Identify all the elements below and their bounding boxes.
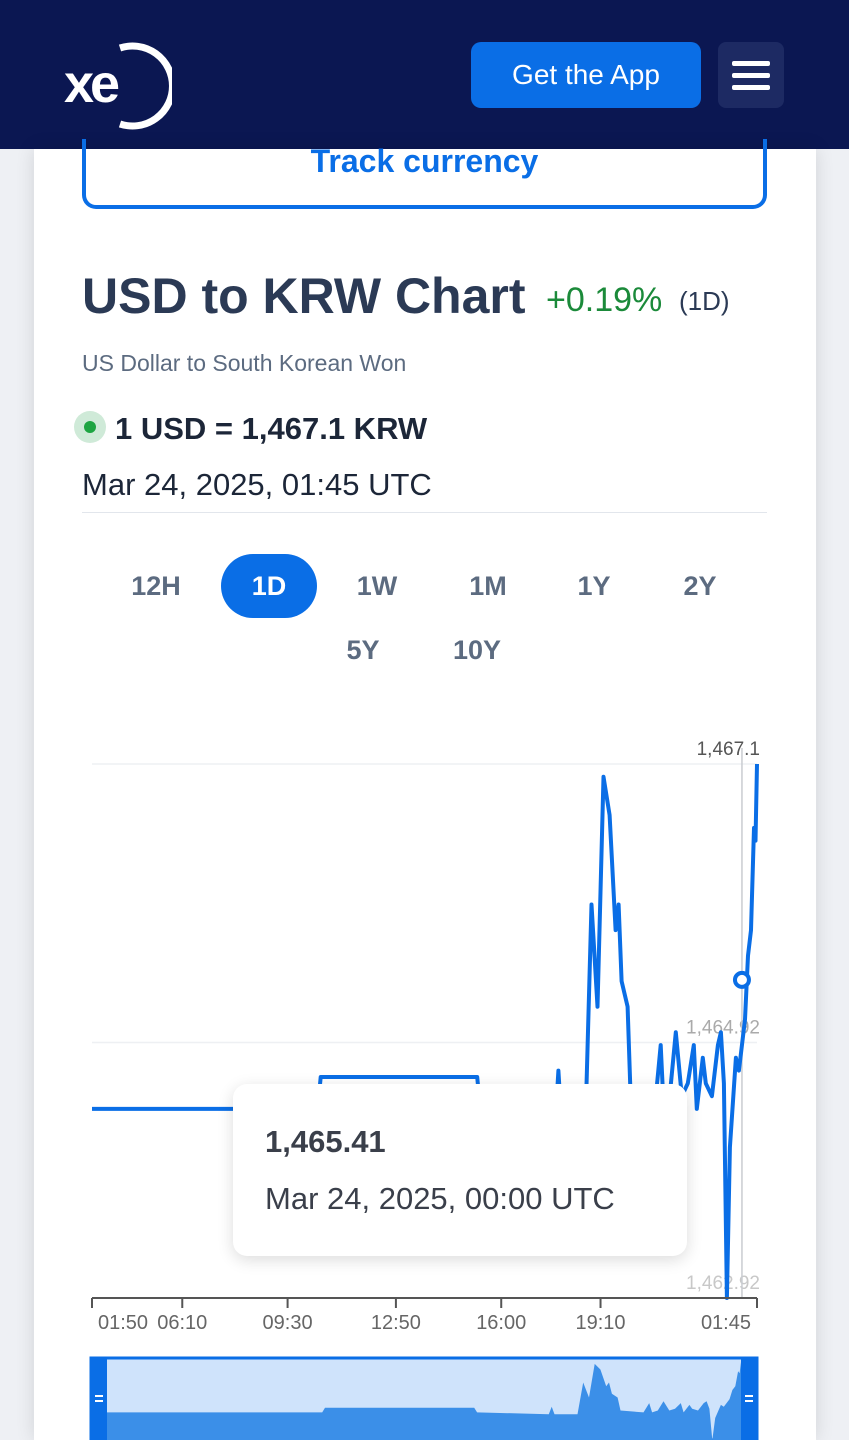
y-tick-label: 1,462.92: [686, 1273, 760, 1294]
exchange-rate: 1 USD = 1,467.1 KRW: [115, 411, 428, 446]
navigator-handle-right[interactable]: [741, 1358, 757, 1440]
x-tick-label: 01:45: [701, 1312, 751, 1334]
chart-tooltip: 1,465.41 Mar 24, 2025, 00:00 UTC: [233, 1084, 687, 1256]
tab-12h[interactable]: 12H: [131, 570, 181, 601]
y-tick-label: 1,467.1: [697, 739, 760, 760]
x-tick-label: 19:10: [575, 1312, 625, 1334]
x-tick-label: 12:50: [371, 1312, 421, 1334]
x-tick-label: 09:30: [263, 1312, 313, 1334]
navigator-handle-left[interactable]: [91, 1358, 107, 1440]
tooltip-value: 1,465.41: [265, 1124, 386, 1159]
change-period: (1D): [679, 286, 730, 316]
svg-text:xe: xe: [64, 54, 119, 114]
live-status-icon: [74, 411, 106, 443]
get-the-app-button[interactable]: Get the App: [471, 42, 701, 108]
hamburger-menu-icon[interactable]: [718, 42, 784, 108]
divider: [82, 512, 767, 513]
page-title: USD to KRW Chart: [82, 268, 526, 324]
tab-1m[interactable]: 1M: [469, 570, 507, 601]
crosshair-point: [732, 970, 751, 989]
tab-1d[interactable]: 1D: [221, 554, 317, 618]
tab-5y[interactable]: 5Y: [346, 634, 380, 665]
percent-change: +0.19%: [546, 281, 663, 319]
page-subtitle: US Dollar to South Korean Won: [82, 350, 407, 376]
tab-1w[interactable]: 1W: [356, 570, 398, 601]
xe-logo[interactable]: xe: [60, 40, 172, 132]
navigator-area: [107, 1362, 741, 1440]
x-tick-label: 01:50: [98, 1312, 148, 1334]
x-tick-label: 06:10: [157, 1312, 207, 1334]
tab-2y[interactable]: 2Y: [683, 570, 717, 601]
track-currency-button[interactable]: Track currency: [82, 139, 767, 209]
x-tick-label: 16:00: [476, 1312, 526, 1334]
tab-1y[interactable]: 1Y: [577, 570, 611, 601]
rate-timestamp: Mar 24, 2025, 01:45 UTC: [82, 467, 432, 502]
tooltip-date: Mar 24, 2025, 00:00 UTC: [265, 1181, 615, 1216]
tab-10y[interactable]: 10Y: [452, 634, 502, 665]
top-navigation-bar: xe Get the App: [0, 0, 849, 149]
